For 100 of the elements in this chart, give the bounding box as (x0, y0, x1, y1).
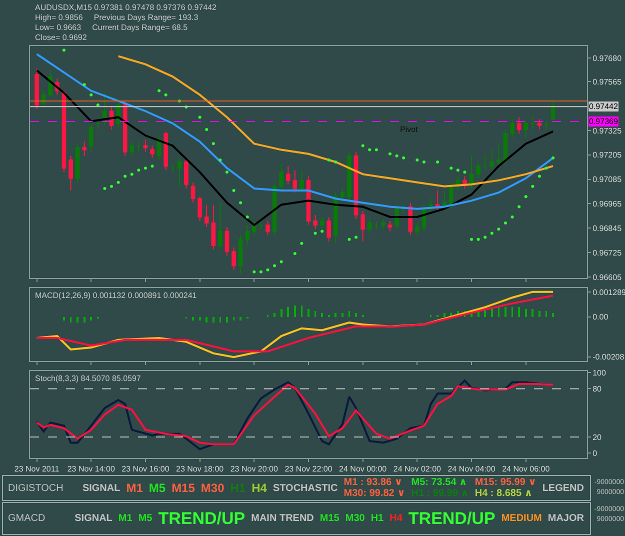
text: Low= 0.9663 Current Days Range= 68.5 (35, 23, 188, 32)
candlestick (150, 145, 154, 158)
text: MAIN TREND (251, 513, 314, 524)
candlestick (252, 220, 256, 236)
x-tick-label: 24 Nov 00:00 (339, 464, 388, 474)
y-tick-label: 0.97325 (592, 126, 622, 136)
candlestick (482, 153, 488, 171)
candlestick (204, 204, 209, 228)
y-tick-label: 0.96845 (592, 224, 622, 233)
candlestick (143, 139, 148, 152)
candlestick (184, 157, 188, 189)
candlestick (360, 210, 366, 242)
candlestick (292, 170, 298, 194)
x-tick-label: 23 Nov 22:00 (284, 464, 333, 474)
candlestick (279, 164, 284, 191)
candlestick (537, 118, 542, 130)
y-tick-label: 0.96605 (592, 272, 622, 282)
text: TREND/UP (158, 509, 246, 528)
text: STOCHASTIC (272, 482, 338, 494)
candlestick (177, 157, 182, 187)
text: M30 (200, 481, 224, 495)
y-tick-label: -0.00208 (592, 352, 625, 362)
x-tick-label: 23 Nov 16:00 (122, 464, 170, 474)
y-tick-label: 0.97680 (592, 54, 622, 64)
text: TREND/UP (408, 509, 496, 528)
candlestick (96, 118, 100, 130)
candlestick (524, 118, 528, 138)
y-tick-label: 80 (592, 384, 602, 394)
text: SIGNAL (74, 513, 112, 524)
text: M30 (345, 513, 365, 524)
text: High= 0.9856 Previous Days Range= 193.3 (35, 13, 199, 22)
candlestick (340, 188, 345, 202)
candlestick (88, 122, 94, 152)
candlestick (530, 114, 535, 130)
text: M1 (118, 513, 132, 524)
candlestick (448, 182, 454, 210)
candlestick (476, 162, 480, 179)
text: MAJOR (548, 513, 584, 524)
candlestick (164, 130, 168, 171)
candlestick (68, 155, 73, 191)
candlestick (300, 170, 304, 194)
text: Close= 0.9692 (35, 33, 88, 42)
text: GMACD (7, 513, 46, 524)
x-tick-label: 24 Nov 04:00 (448, 464, 496, 474)
text: M15 (172, 481, 195, 495)
x-tick-label: 23 Nov 20:00 (230, 464, 279, 474)
y-tick-label: 0.97565 (592, 77, 622, 86)
candlestick (469, 155, 474, 189)
chart-title: AUDUSDX,M15 0.97381 0.97478 0.97376 0.97442 (35, 3, 218, 12)
candlestick (326, 216, 332, 242)
ref-line-label: 0.97442 (589, 102, 618, 111)
y-tick-label: 20 (592, 432, 602, 442)
candlestick (367, 218, 372, 234)
line-series (36, 53, 554, 210)
y-tick-label: 0.00 (592, 312, 609, 322)
y-tick-label: 0.96965 (592, 200, 622, 209)
candlestick (496, 143, 501, 167)
candlestick (415, 222, 420, 236)
ref-line-label: 0.97369 (589, 117, 618, 126)
x-tick-label: 23 Nov 2011 (14, 464, 60, 474)
y-tick-label: 0.96725 (592, 248, 622, 258)
x-tick-label: 24 Nov 02:00 (393, 464, 442, 474)
y-tick-label: 0 (592, 448, 598, 458)
chart-title: Stoch(8,3,3) 84.5070 85.0597 (35, 374, 142, 383)
text: SIGNAL (82, 482, 120, 494)
candlestick (211, 204, 216, 250)
candlestick (218, 202, 222, 250)
line-series (117, 55, 554, 188)
candlestick (75, 143, 80, 183)
candlestick (374, 220, 379, 230)
candlestick (544, 120, 548, 130)
candlestick (401, 204, 406, 214)
candlestick (82, 141, 87, 156)
candlestick (320, 216, 324, 230)
candlestick (286, 166, 290, 185)
candlestick (334, 192, 338, 244)
chart-title: MACD(12,26,9) 0.001132 0.000891 0.000241 (35, 291, 198, 300)
candlestick (170, 164, 175, 173)
text: LEGEND (542, 482, 584, 494)
text: H4 (252, 481, 267, 495)
candlestick (435, 190, 440, 212)
candlestick (41, 90, 46, 108)
text: MEDIUM (501, 513, 542, 524)
text: M5 (138, 513, 152, 524)
y-tick-label: 0.97085 (592, 175, 622, 184)
candlestick (190, 182, 196, 204)
candlestick (245, 224, 250, 246)
text: M1 (126, 481, 143, 495)
candlestick (136, 141, 141, 152)
candlestick (34, 68, 39, 110)
candlestick (490, 149, 494, 171)
candlestick (198, 196, 202, 222)
candlestick (347, 151, 352, 202)
candlestick (516, 116, 522, 134)
line-series (36, 69, 554, 226)
candlestick (510, 118, 514, 138)
candlestick (388, 220, 392, 232)
x-tick-label: 23 Nov 14:00 (67, 464, 116, 474)
text: H1 (370, 513, 384, 524)
text: M15: 95.99 ∨ H4 : 8.685 ∧ (474, 477, 536, 499)
